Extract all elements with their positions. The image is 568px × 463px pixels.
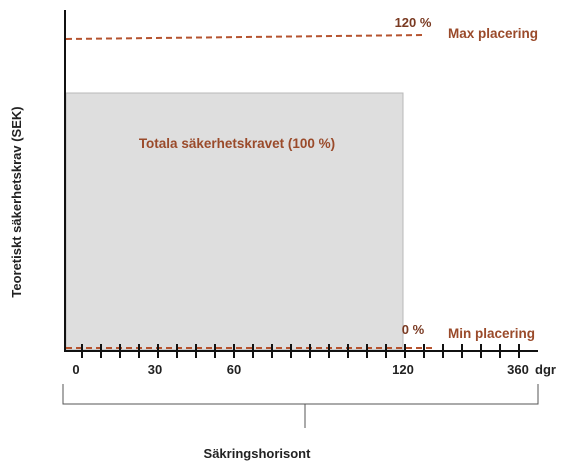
x-axis-unit: dgr [535, 362, 556, 377]
x-tick-label-360: 360 [507, 362, 529, 377]
max-percent-label: 120 % [395, 15, 432, 30]
x-tick-label-120: 120 [392, 362, 414, 377]
x-tick-label-60: 60 [227, 362, 241, 377]
min-percent-label: 0 % [402, 322, 425, 337]
requirement-box-label: Totala säkerhetskravet (100 %) [139, 136, 335, 151]
max-placement-label: Max placering [448, 26, 538, 41]
x-axis-ticks [81, 344, 520, 358]
horizon-label: Säkringshorisont [204, 446, 312, 461]
min-placement-label: Min placering [448, 326, 535, 341]
y-axis-label: Teoretiskt säkerhetskrav (SEK) [9, 106, 24, 297]
max-placement-line [65, 34, 427, 40]
horizon-bracket [62, 384, 539, 428]
x-tick-label-30: 30 [148, 362, 162, 377]
x-tick-label-0: 0 [72, 362, 79, 377]
requirement-box [65, 92, 404, 351]
